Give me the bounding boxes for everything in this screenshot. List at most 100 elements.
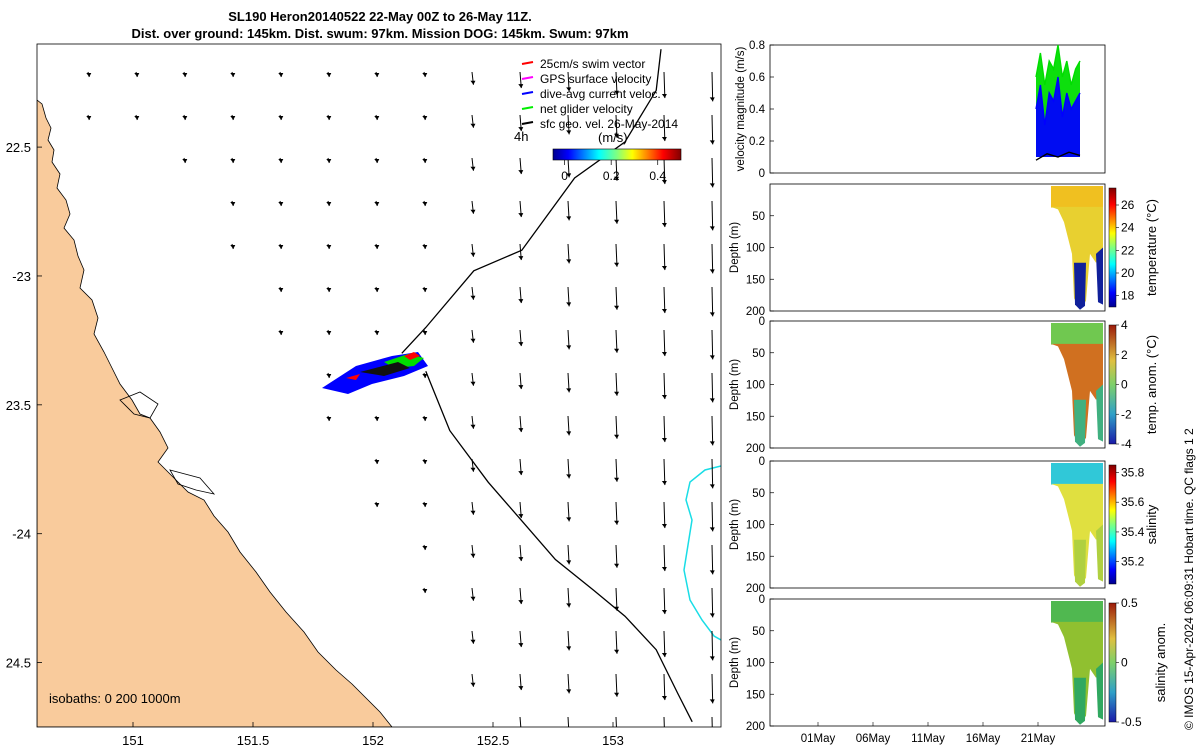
arrow-shaft: [711, 458, 714, 489]
colorbar: [1108, 187, 1117, 308]
velocity-arrow: [470, 243, 476, 257]
isobaths-label: isobaths: 0 200 1000m: [49, 691, 181, 706]
velocity-arrow: [86, 71, 92, 78]
depth-panel-4: 0 50 100 150 200 Depth (m) -0.5 0 0.5 salinity an…: [729, 594, 1168, 733]
y-tick-label: 0.6: [749, 72, 765, 84]
arrow-shaft: [663, 587, 666, 615]
arrow-head: [182, 158, 188, 163]
x-tick-label: 152.5: [477, 733, 510, 748]
colorbar-tick-label: 0.4: [649, 169, 666, 183]
arrow-head: [566, 689, 572, 694]
velocity-arrow: [566, 200, 572, 221]
y-tick-label: 100: [746, 243, 765, 255]
arrow-head: [470, 424, 476, 429]
arrow-shaft: [711, 372, 714, 403]
velocity-arrow: [470, 114, 476, 128]
title-line-1: SL190 Heron20140522 22-May 00Z to 26-May…: [228, 9, 532, 24]
arrow-head: [661, 137, 667, 142]
arrow-head: [518, 643, 524, 648]
x-tick-label: 01May: [801, 733, 836, 745]
arrow-head: [709, 613, 715, 618]
velocity-arrow: [326, 243, 332, 250]
velocity-arrow: [326, 415, 332, 422]
velocity-arrow: [661, 630, 667, 658]
green-arrow: [521, 106, 534, 110]
y-tick-label: 24.5: [6, 656, 31, 671]
velocity-arrow: [661, 243, 667, 271]
velocity-arrow: [613, 114, 619, 138]
arrow-head: [566, 216, 572, 221]
arrow-head: [661, 481, 667, 486]
arrow-head: [709, 183, 715, 188]
arrow-head: [566, 388, 572, 393]
arrow-head: [278, 330, 284, 335]
series-line: [1035, 44, 1081, 86]
arrow-head: [709, 699, 715, 704]
magenta-arrow: [521, 76, 534, 80]
map-x-axis: 151 151.5 152 152.5 153: [122, 722, 624, 748]
arrow-shaft: [663, 544, 666, 572]
arrow-head: [518, 170, 524, 175]
velocity-arrow: [663, 716, 665, 727]
velocity-arrow: [470, 200, 476, 214]
velocity-arrow: [661, 587, 667, 615]
arrow-head: [422, 545, 428, 550]
velocity-arrow: [470, 372, 476, 386]
colorbar-tick-label: 0.2: [603, 169, 620, 183]
arrow-head: [709, 484, 715, 489]
arrow-head: [613, 133, 619, 138]
velocity-arrow: [422, 329, 428, 336]
velocity-arrow: [326, 200, 332, 207]
arrow-head: [613, 649, 619, 654]
arrow-head: [710, 742, 715, 746]
arrow-head: [709, 355, 715, 360]
velocity-arrow: [86, 114, 92, 121]
red-arrow: [521, 61, 534, 65]
y-tick-label: 100: [746, 658, 765, 670]
colorbar-tick-label: 35.6: [1121, 495, 1145, 509]
arrow-head: [134, 115, 140, 120]
arrow-head: [566, 560, 572, 565]
velocity-arrow: [566, 71, 572, 92]
velocity-arrow: [661, 415, 667, 443]
heat-band-deep: [1074, 677, 1086, 725]
velocity-arrow: [566, 372, 572, 393]
velocity-arrow: [566, 501, 572, 522]
colorbar-tick-label: -4: [1121, 437, 1132, 451]
arrow-head: [422, 201, 428, 206]
arrow-head: [470, 338, 476, 343]
arrow-head: [278, 287, 284, 292]
y-tick-label: 150: [746, 411, 765, 423]
swim-vectors: [346, 352, 420, 380]
colorbar-label: salinity: [1144, 504, 1159, 544]
velocity-arrow: [566, 415, 572, 436]
velocity-arrow: [709, 673, 715, 704]
arrow-head: [518, 428, 524, 433]
velocity-arrow: [470, 415, 476, 429]
arrow-head: [709, 570, 715, 575]
velocity-arrow: [422, 458, 428, 465]
arrow-head: [661, 653, 667, 658]
series-area: [1036, 77, 1080, 157]
arrow-shaft: [663, 673, 666, 701]
arrow-head: [709, 398, 715, 403]
arrow-shaft: [711, 71, 714, 102]
arrow-head: [230, 72, 236, 77]
heat-band-mid: [1051, 343, 1103, 446]
map-y-axis: 22.5 -23 23.5 -24 24.5: [6, 140, 42, 671]
y-tick-label: 50: [752, 488, 765, 500]
y-tick-label: -24: [12, 527, 31, 542]
colorbar-tick-label: 0: [561, 169, 568, 183]
colorbar-tick-label: 2: [1121, 348, 1128, 362]
velocity-arrow: [613, 286, 619, 310]
velocity-arrow: [518, 114, 524, 132]
arrow-shaft: [663, 200, 666, 228]
heat-band-top: [1051, 323, 1103, 345]
arrow-head: [613, 262, 619, 267]
heat-band-deep: [1096, 247, 1103, 305]
arrow-head: [566, 603, 572, 608]
heat-band-mid: [1051, 483, 1103, 586]
arrow-shaft: [663, 372, 666, 400]
arrow-head: [518, 385, 524, 390]
